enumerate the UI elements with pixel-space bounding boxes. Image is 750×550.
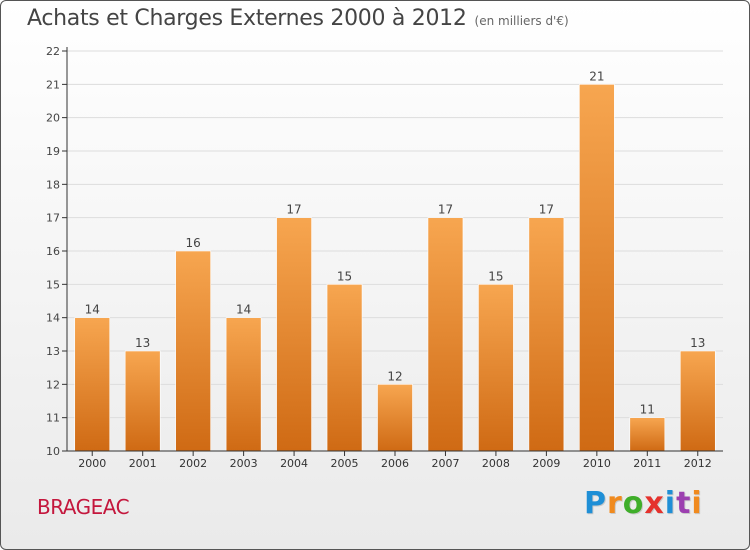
y-tick-label: 18 [46, 178, 60, 191]
x-tick-label: 2012 [684, 457, 712, 470]
x-tick-label: 2006 [381, 457, 409, 470]
y-tick-label: 12 [46, 378, 60, 391]
data-label: 12 [387, 369, 402, 383]
logo-letter: P [584, 486, 607, 521]
y-tick-label: 17 [46, 212, 60, 225]
x-tick-label: 2009 [532, 457, 560, 470]
x-tick-label: 2002 [179, 457, 207, 470]
axis-layer: 10 11 12 13 14 15 16 17 18 19 20 21 22 2000 2001 2002 20… [46, 45, 723, 470]
y-tick-label: 22 [46, 45, 60, 58]
logo-letter: i [691, 486, 703, 521]
x-tick-label: 2011 [633, 457, 661, 470]
data-label: 11 [640, 403, 655, 417]
logo-letter: x [644, 486, 665, 521]
y-tick-label: 13 [46, 345, 60, 358]
data-label: 13 [690, 336, 705, 350]
bar [124, 350, 161, 452]
chart-subtitle: (en milliers d'€) [474, 14, 569, 28]
bar [326, 284, 363, 452]
x-tick-label: 2001 [129, 457, 157, 470]
logo-letter: t [676, 486, 692, 521]
data-label: 14 [236, 303, 251, 317]
x-tick-label: 2010 [583, 457, 611, 470]
chart-title: Achats et Charges Externes 2000 à 2012 (e… [27, 6, 569, 31]
y-tick-label: 21 [46, 78, 60, 91]
place-name: BRAGEAC [37, 495, 130, 519]
bar [427, 217, 464, 452]
bar [579, 84, 615, 452]
bar [679, 350, 716, 452]
x-tick-label: 2000 [78, 457, 106, 470]
y-tick-label: 15 [46, 278, 60, 291]
data-label: 21 [589, 69, 604, 83]
grid-layer [67, 50, 723, 419]
data-label: 17 [438, 203, 453, 217]
logo-letter: i [664, 486, 677, 521]
y-tick-label: 19 [46, 145, 60, 158]
bar [74, 317, 111, 452]
x-tick-label: 2008 [482, 457, 510, 470]
bar [478, 284, 514, 452]
logo-letter: r [607, 486, 623, 521]
bar [225, 317, 262, 452]
x-tick-label: 2003 [230, 457, 258, 470]
data-label: 15 [337, 269, 352, 283]
y-tick-label: 20 [46, 112, 60, 125]
chart-title-text: Achats et Charges Externes 2000 à 2012 [27, 6, 467, 31]
data-label: 14 [85, 303, 100, 317]
y-tick-label: 10 [46, 445, 60, 458]
proxiti-logo[interactable]: Proxiti [584, 486, 703, 521]
x-tick-label: 2005 [331, 457, 359, 470]
bar [528, 217, 565, 452]
bar [175, 250, 211, 452]
bar [629, 417, 666, 452]
bars-layer: 14 13 16 14 17 15 12 17 15 17 21 11 13 [74, 69, 716, 452]
y-tick-label: 14 [46, 312, 60, 325]
bar [276, 217, 312, 452]
x-tick-label: 2007 [431, 457, 459, 470]
data-label: 16 [186, 236, 201, 250]
data-label: 17 [286, 203, 301, 217]
data-label: 13 [135, 336, 150, 350]
y-tick-label: 11 [46, 412, 60, 425]
x-tick-label: 2004 [280, 457, 308, 470]
data-label: 17 [539, 203, 554, 217]
y-tick-label: 16 [46, 245, 60, 258]
logo-letter: o [622, 486, 645, 521]
data-label: 15 [488, 269, 503, 283]
bar [377, 384, 413, 452]
